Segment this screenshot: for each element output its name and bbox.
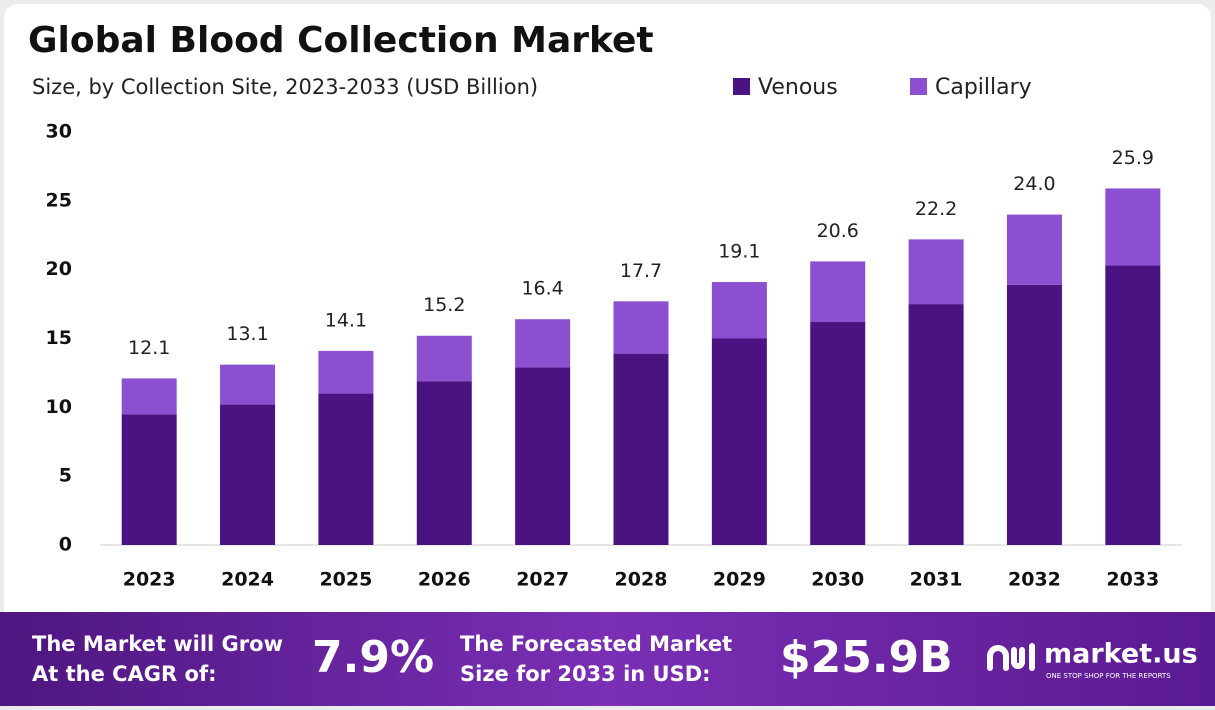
forecast-text: Size for 2033 in USD: — [460, 662, 711, 686]
total-label: 24.0 — [1013, 173, 1055, 195]
bar-segment — [220, 404, 276, 545]
x-tick-label: 2025 — [319, 569, 372, 591]
bar-segment — [318, 350, 374, 394]
tagline: ONE STOP SHOP FOR THE REPORTS — [1046, 672, 1171, 680]
x-tick-label: 2033 — [1106, 569, 1159, 591]
y-tick-label: 30 — [46, 121, 72, 143]
chart-subtitle: Size, by Collection Site, 2023-2033 (USD… — [32, 75, 538, 99]
x-tick-label: 2032 — [1008, 569, 1061, 591]
total-label: 19.1 — [718, 241, 760, 263]
bar-segment — [1105, 265, 1161, 545]
brand-logo — [987, 643, 1035, 671]
bar-segment — [416, 335, 472, 382]
bar-segment — [613, 353, 669, 545]
x-tick-label: 2029 — [713, 569, 766, 591]
bar-segment — [711, 282, 767, 339]
total-label: 16.4 — [521, 278, 563, 300]
legend-label: Capillary — [935, 75, 1032, 100]
forecast-value: $25.9B — [780, 632, 953, 683]
x-tick-label: 2028 — [615, 569, 668, 591]
y-tick-label: 0 — [59, 534, 72, 556]
y-tick-label: 5 — [59, 465, 72, 487]
bar-segment — [810, 261, 866, 322]
bar-segment — [515, 367, 571, 545]
bar-segment — [318, 393, 374, 545]
legend-swatch — [733, 78, 750, 95]
total-label: 13.1 — [226, 323, 268, 345]
bar-segment — [220, 364, 276, 405]
total-label: 17.7 — [620, 260, 662, 282]
cagr-text: The Market will Grow — [32, 632, 283, 656]
bar-segment — [121, 414, 177, 545]
total-label: 14.1 — [325, 309, 367, 331]
y-tick-label: 15 — [46, 327, 72, 349]
bar-segment — [908, 304, 964, 545]
bar-segment — [711, 338, 767, 545]
bar-segment — [908, 239, 964, 305]
x-tick-label: 2023 — [123, 569, 176, 591]
total-label: 22.2 — [915, 198, 957, 220]
bar-segment — [1006, 284, 1062, 545]
total-label: 15.2 — [423, 294, 465, 316]
x-tick-label: 2024 — [221, 569, 274, 591]
x-tick-label: 2031 — [910, 569, 963, 591]
bar-segment — [1006, 214, 1062, 285]
chart-title: Global Blood Collection Market — [28, 20, 654, 61]
total-label: 25.9 — [1112, 147, 1154, 169]
legend-swatch — [910, 78, 927, 95]
total-label: 12.1 — [128, 337, 170, 359]
cagr-value: 7.9% — [312, 632, 434, 683]
bar-segment — [613, 301, 669, 354]
bar-segment — [121, 378, 177, 415]
bar-segment — [1105, 188, 1161, 266]
forecast-text: The Forecasted Market — [460, 632, 732, 656]
legend-label: Venous — [758, 75, 838, 100]
x-tick-label: 2027 — [516, 569, 569, 591]
y-tick-label: 10 — [46, 396, 72, 418]
y-tick-label: 25 — [46, 189, 72, 211]
total-label: 20.6 — [817, 220, 859, 242]
x-tick-label: 2030 — [811, 569, 864, 591]
cagr-text: At the CAGR of: — [32, 662, 217, 686]
y-tick-label: 20 — [46, 258, 72, 280]
bar-segment — [810, 321, 866, 545]
bar-segment — [515, 319, 571, 368]
x-tick-label: 2026 — [418, 569, 471, 591]
bar-segment — [416, 381, 472, 545]
brand: market.us — [1044, 639, 1198, 670]
